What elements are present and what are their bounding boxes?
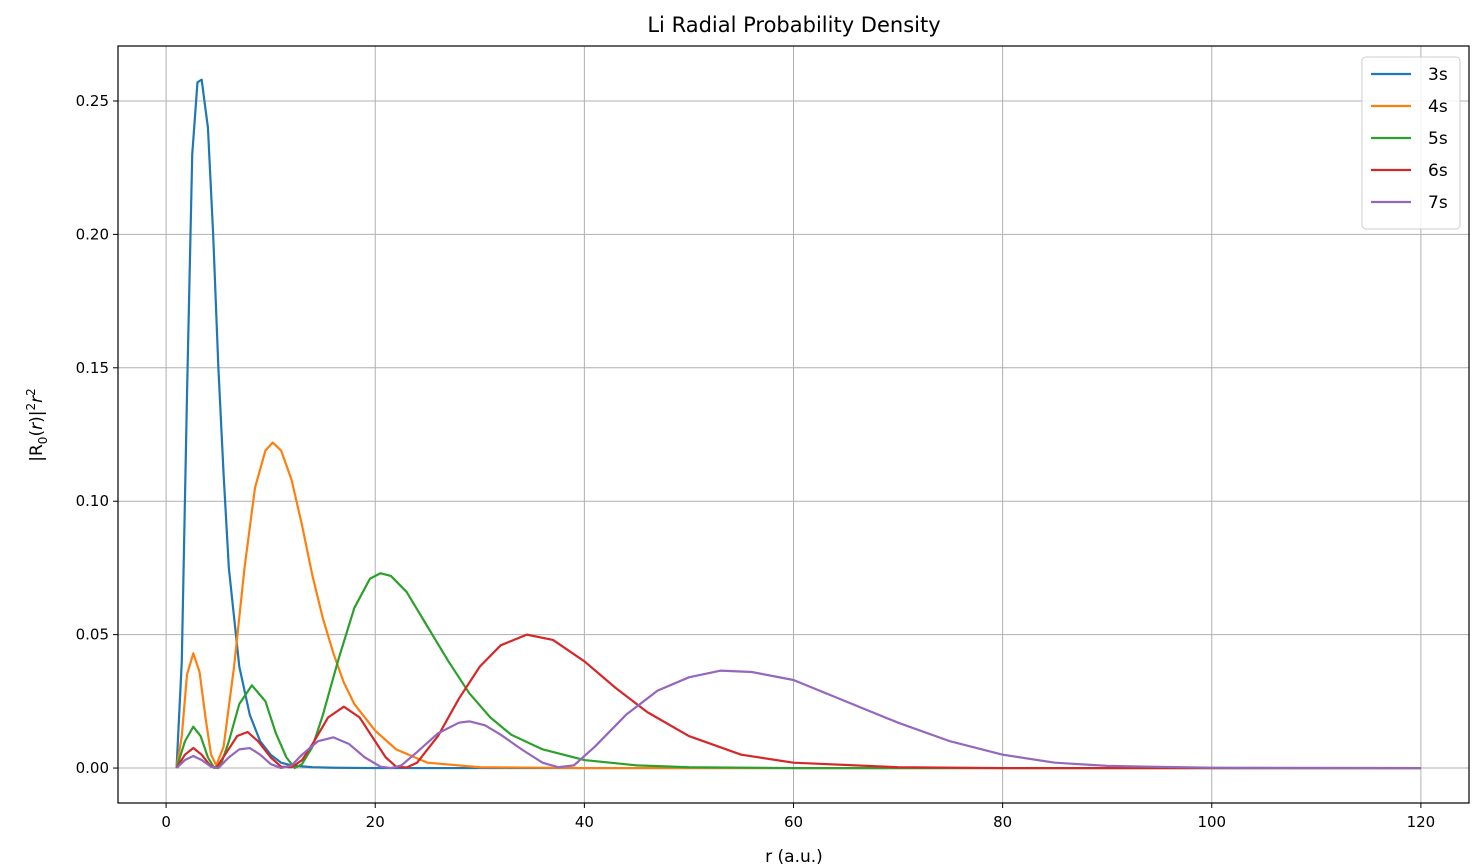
y-tick-label: 0.25 <box>76 92 109 110</box>
series-line-7s <box>175 669 1421 770</box>
legend-label-5s: 5s <box>1428 129 1448 149</box>
y-tick-label: 0.20 <box>76 225 109 243</box>
series-lines <box>175 78 1421 770</box>
x-tick-label: 60 <box>784 813 803 831</box>
y-tick-label: 0.15 <box>76 359 109 377</box>
series-line-3s <box>175 78 1421 770</box>
y-tick-label: 0.00 <box>76 759 109 777</box>
x-tick-label: 80 <box>993 813 1012 831</box>
legend-label-3s: 3s <box>1428 65 1448 85</box>
x-tick-label: 20 <box>366 813 385 831</box>
legend-label-6s: 6s <box>1428 161 1448 181</box>
legend: 3s 4s 5s 6s 7s <box>1361 56 1461 230</box>
x-tick-label: 40 <box>575 813 594 831</box>
legend-label-7s: 7s <box>1428 193 1448 213</box>
chart-title: Li Radial Probability Density <box>647 13 940 37</box>
y-tick-label: 0.05 <box>76 626 109 644</box>
y-tick-label: 0.10 <box>76 492 109 510</box>
x-tick-label: 100 <box>1197 813 1226 831</box>
series-line-5s <box>175 572 1421 770</box>
grid <box>118 46 1469 803</box>
series-line-6s <box>175 633 1421 770</box>
x-axis-label: r (a.u.) <box>765 847 823 867</box>
x-tick-label: 0 <box>161 813 171 831</box>
legend-box <box>1361 56 1461 230</box>
axis-ticks: 0 20 40 60 80 100 120 0.00 0.05 0.10 0.15 0.20 0.25 <box>76 92 1436 831</box>
legend-label-4s: 4s <box>1428 97 1448 117</box>
x-tick-label: 120 <box>1407 813 1436 831</box>
y-axis-label: |R0(r)|2r2 <box>24 388 50 461</box>
series-line-4s <box>175 441 1421 770</box>
